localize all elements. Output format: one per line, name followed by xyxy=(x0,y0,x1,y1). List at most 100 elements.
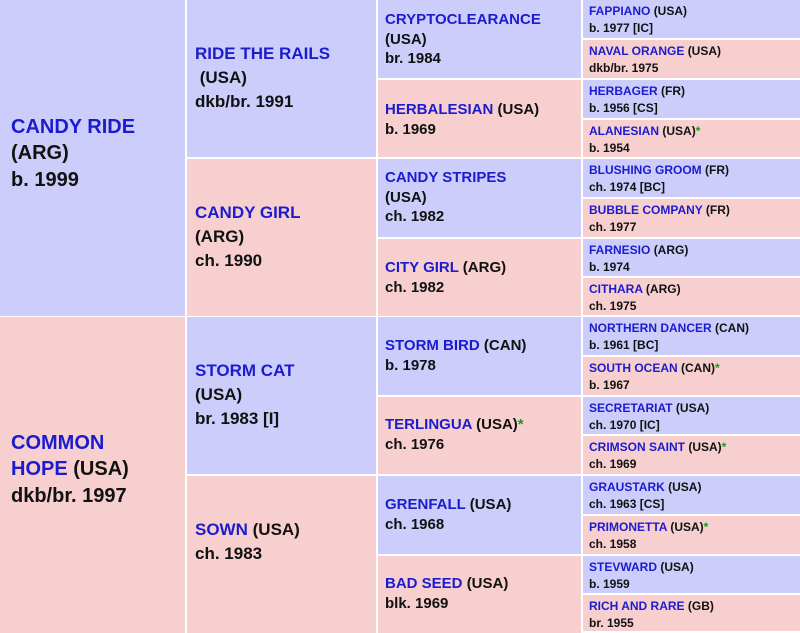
horse-name: STEVWARD xyxy=(589,560,658,574)
horse-name: STORM CAT xyxy=(195,361,295,380)
horse-country: (ARG) xyxy=(195,226,245,246)
horse-info: b. 1977 [IC] xyxy=(589,20,654,35)
gen4-cell: ALANESIAN (USA)* b. 1954 xyxy=(583,120,800,157)
horse-info: ch. 1982 xyxy=(385,278,445,296)
horse-name: CITY GIRL xyxy=(385,259,459,276)
horse-info: ch. 1974 [BC] xyxy=(589,179,666,194)
horse-country: (USA) xyxy=(687,44,722,58)
horse-name: HERBALESIAN xyxy=(385,101,494,118)
horse-name: FARNESIO xyxy=(589,243,651,257)
horse-country: (USA) xyxy=(466,575,509,592)
horse-country: (USA) xyxy=(252,520,300,539)
star-marker: * xyxy=(721,440,727,454)
gen4-cell: STEVWARD (USA) b. 1959 xyxy=(583,556,800,593)
sire-cell: CANDY RIDE (ARG) b. 1999 xyxy=(0,0,185,316)
gen4-cell: CITHARA (ARG) ch. 1975 xyxy=(583,278,800,315)
horse-country: (USA) xyxy=(476,416,518,433)
gen4-cell: PRIMONETTA (USA)* ch. 1958 xyxy=(583,516,800,554)
horse-country: (USA) xyxy=(385,188,427,206)
horse-country: (USA) xyxy=(469,496,512,513)
gen2-cell: RIDE THE RAILS (USA) dkb/br. 1991 xyxy=(187,0,376,157)
horse-info: b. 1954 xyxy=(589,140,630,155)
horse-info: br. 1984 xyxy=(385,50,441,67)
horse-country: (USA) xyxy=(385,30,427,48)
horse-info: dkb/br. 1997 xyxy=(11,484,127,507)
horse-name: BLUSHING GROOM xyxy=(589,163,702,177)
gen4-cell: SECRETARIAT (USA) ch. 1970 [IC] xyxy=(583,397,800,434)
horse-name: CANDY GIRL xyxy=(195,203,301,222)
horse-info: ch. 1958 xyxy=(589,536,637,551)
horse-name: CANDY STRIPES xyxy=(385,169,507,186)
horse-country: (USA) xyxy=(660,560,694,574)
horse-name-line2: HOPE xyxy=(11,458,68,481)
horse-info: ch. 1968 xyxy=(385,515,445,533)
horse-info: ch. 1970 [IC] xyxy=(589,417,660,432)
horse-country: (FR) xyxy=(661,84,686,98)
horse-info: b. 1967 xyxy=(589,377,630,392)
horse-country: (USA) xyxy=(668,480,702,494)
horse-country: (FR) xyxy=(705,203,730,217)
gen3-cell: BAD SEED (USA) blk. 1969 xyxy=(378,556,581,633)
horse-name: ALANESIAN xyxy=(589,124,660,138)
horse-country: (ARG) xyxy=(11,142,69,165)
horse-country: (USA) xyxy=(688,440,722,454)
gen4-cell: BUBBLE COMPANY (FR) ch. 1977 xyxy=(583,199,800,237)
horse-name: RICH AND RARE xyxy=(589,599,685,613)
horse-info: dkb/br. 1991 xyxy=(195,91,294,111)
horse-info: b. 1961 [BC] xyxy=(589,337,659,352)
horse-country: (USA) xyxy=(662,124,696,138)
gen4-cell: FARNESIO (ARG) b. 1974 xyxy=(583,239,800,276)
horse-name: CANDY RIDE xyxy=(11,116,136,138)
horse-info: ch. 1963 [CS] xyxy=(589,496,665,511)
gen4-cell: SOUTH OCEAN (CAN)* b. 1967 xyxy=(583,357,800,395)
gen3-cell: HERBALESIAN (USA) b. 1969 xyxy=(378,80,581,157)
horse-info: ch. 1983 xyxy=(195,543,263,563)
star-marker: * xyxy=(695,124,701,138)
horse-country: (CAN) xyxy=(715,321,750,335)
horse-name: TERLINGUA xyxy=(385,416,472,433)
horse-name: SOWN xyxy=(195,520,248,539)
gen4-cell: GRAUSTARK (USA) ch. 1963 [CS] xyxy=(583,476,800,514)
horse-info: ch. 1990 xyxy=(195,250,263,270)
horse-name: STORM BIRD xyxy=(385,337,480,354)
horse-country: (ARG) xyxy=(462,259,507,276)
horse-name: CRYPTOCLEARANCE xyxy=(385,11,541,28)
horse-info: blk. 1969 xyxy=(385,594,449,612)
horse-country: (USA) xyxy=(195,384,243,404)
horse-name: NORTHERN DANCER xyxy=(589,321,712,335)
horse-country: (CAN) xyxy=(681,361,716,375)
horse-info: ch. 1982 xyxy=(385,208,445,225)
gen4-cell: HERBAGER (FR) b. 1956 [CS] xyxy=(583,80,800,118)
horse-country: (USA) xyxy=(73,458,129,481)
horse-info: br. 1983 [I] xyxy=(195,408,280,428)
horse-country: (CAN) xyxy=(483,337,527,354)
star-marker: * xyxy=(517,416,524,433)
gen2-cell: CANDY GIRL (ARG) ch. 1990 xyxy=(187,159,376,316)
gen3-cell: GRENFALL (USA) ch. 1968 xyxy=(378,476,581,554)
horse-country: (FR) xyxy=(705,163,730,177)
horse-name: BUBBLE COMPANY xyxy=(589,203,703,217)
horse-info: dkb/br. 1975 xyxy=(589,60,659,75)
gen4-cell: RICH AND RARE (GB) br. 1955 xyxy=(583,595,800,631)
horse-name: SECRETARIAT xyxy=(589,401,673,415)
horse-name: SOUTH OCEAN xyxy=(589,361,678,375)
gen4-cell: NORTHERN DANCER (CAN) b. 1961 [BC] xyxy=(583,317,800,355)
horse-country: (GB) xyxy=(687,599,714,613)
gen4-cell: CRIMSON SAINT (USA)* ch. 1969 xyxy=(583,436,800,474)
horse-info: b. 1959 xyxy=(589,576,630,591)
gen4-cell: NAVAL ORANGE (USA) dkb/br. 1975 xyxy=(583,40,800,78)
horse-name: CRIMSON SAINT xyxy=(589,440,685,454)
gen4-cell: FAPPIANO (USA) b. 1977 [IC] xyxy=(583,0,800,38)
horse-name: FAPPIANO xyxy=(589,4,651,18)
horse-info: b. 1978 xyxy=(385,356,436,374)
horse-name: GRENFALL xyxy=(385,496,466,513)
star-marker: * xyxy=(703,520,709,534)
horse-name: NAVAL ORANGE xyxy=(589,44,685,58)
horse-info: ch. 1975 xyxy=(589,298,637,313)
horse-name: GRAUSTARK xyxy=(589,480,665,494)
star-marker: * xyxy=(715,361,720,375)
gen3-cell: CRYPTOCLEARANCE (USA) br. 1984 xyxy=(378,0,581,78)
gen2-cell: STORM CAT (USA) br. 1983 [I] xyxy=(187,317,376,474)
gen3-cell: STORM BIRD (CAN) b. 1978 xyxy=(378,317,581,395)
